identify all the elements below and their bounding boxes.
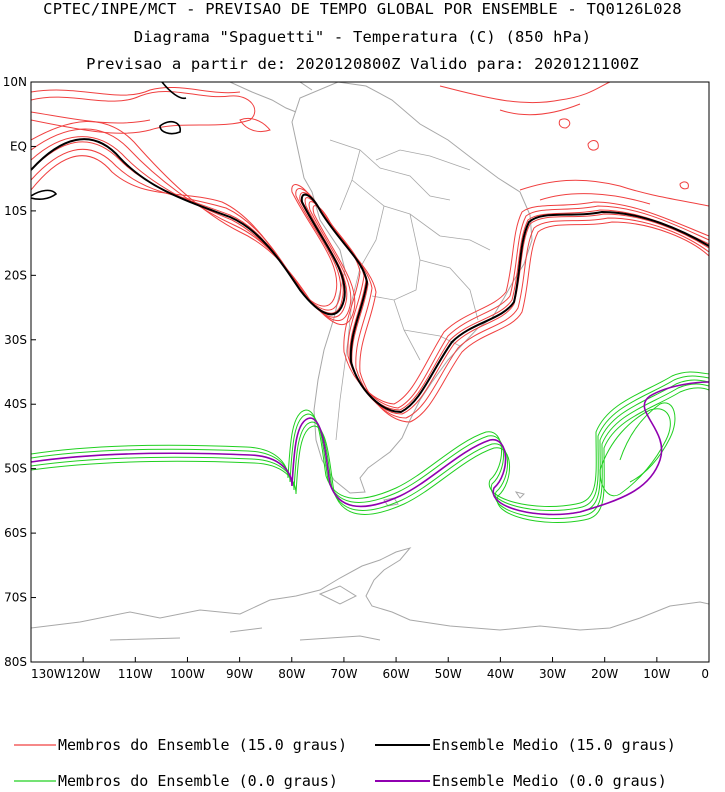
lon-tick-label: 130W bbox=[31, 667, 66, 681]
legend-label-members-0: Membros do Ensemble (0.0 graus) bbox=[58, 772, 338, 790]
lon-tick-label: 40W bbox=[487, 667, 514, 681]
green-member-4 bbox=[31, 371, 709, 507]
lon-tick-label: 70W bbox=[330, 667, 357, 681]
lat-tick-label: EQ bbox=[10, 139, 27, 153]
green-member-6 bbox=[599, 408, 671, 497]
axis-ticks bbox=[30, 81, 710, 663]
lat-tick-label: 10N bbox=[3, 75, 27, 89]
red-member-island-1 bbox=[587, 140, 599, 151]
lon-tick-label: 120W bbox=[66, 667, 101, 681]
red-member-2 bbox=[31, 136, 709, 415]
green-member-5 bbox=[31, 387, 709, 523]
lon-tick-label: 30W bbox=[539, 667, 566, 681]
legend-label-mean-15: Ensemble Medio (15.0 graus) bbox=[432, 736, 676, 754]
red-member-blob-3 bbox=[439, 82, 611, 116]
antarctica-coast bbox=[31, 547, 709, 631]
green-member-7 bbox=[619, 402, 676, 483]
falkland-islands bbox=[383, 497, 399, 507]
lon-tick-label: 90W bbox=[226, 667, 253, 681]
lon-tick-label: 80W bbox=[278, 667, 305, 681]
lat-tick-label: 10S bbox=[4, 204, 27, 218]
lat-axis: 10N EQ 10S 20S 30S 40S 50S 60S 70S 80S bbox=[3, 75, 27, 669]
legend: Membros do Ensemble (15.0 graus) Ensembl… bbox=[14, 736, 676, 790]
mean-15-line bbox=[31, 138, 709, 414]
red-member-4 bbox=[31, 128, 709, 419]
red-member-3 bbox=[31, 148, 709, 409]
green-member-3 bbox=[31, 383, 709, 519]
map-frame bbox=[30, 81, 710, 663]
red-member-5 bbox=[31, 155, 709, 405]
lat-tick-label: 40S bbox=[4, 397, 27, 411]
title-line-1: CPTEC/INPE/MCT - PREVISAO DE TEMPO GLOBA… bbox=[43, 0, 682, 18]
title-line-3: Previsao a partir de: 2020120800Z Valido… bbox=[86, 55, 639, 73]
lon-tick-label: 50W bbox=[435, 667, 462, 681]
lon-tick-label: 100W bbox=[170, 667, 205, 681]
lon-tick-label: 0 bbox=[701, 667, 709, 681]
members-15-layer bbox=[31, 82, 709, 423]
red-member-island-2 bbox=[679, 181, 689, 190]
mean-15-loop-north bbox=[31, 82, 187, 200]
lon-tick-label: 110W bbox=[118, 667, 153, 681]
lat-tick-label: 60S bbox=[4, 526, 27, 540]
lat-tick-label: 30S bbox=[4, 333, 27, 347]
green-member-1 bbox=[31, 379, 709, 515]
south-georgia bbox=[514, 491, 525, 499]
green-member-2 bbox=[31, 375, 709, 511]
red-member-island-4 bbox=[239, 117, 271, 133]
legend-label-mean-0: Ensemble Medio (0.0 graus) bbox=[432, 772, 667, 790]
lon-axis: 130W 120W 110W 100W 90W 80W 70W 60W 50W 40W 30W 20W… bbox=[31, 667, 709, 681]
title-line-2: Diagrama "Spaguetti" - Temperatura (C) (… bbox=[133, 28, 592, 46]
lon-tick-label: 60W bbox=[383, 667, 410, 681]
mean-0-line bbox=[31, 381, 709, 516]
antarctic-islands bbox=[109, 585, 381, 641]
country-borders bbox=[329, 139, 491, 441]
red-member-blob-4 bbox=[519, 179, 709, 207]
red-member-6 bbox=[31, 121, 709, 423]
lat-tick-label: 80S bbox=[4, 655, 27, 669]
coastline-layer bbox=[31, 82, 709, 641]
central-america-coast bbox=[229, 82, 313, 113]
red-member-blob-2 bbox=[31, 87, 241, 124]
red-member-blob-1 bbox=[31, 90, 256, 134]
lat-tick-label: 50S bbox=[4, 462, 27, 476]
lat-tick-label: 70S bbox=[4, 591, 27, 605]
legend-label-members-15: Membros do Ensemble (15.0 graus) bbox=[58, 736, 347, 754]
lat-tick-label: 20S bbox=[4, 268, 27, 282]
lon-tick-label: 10W bbox=[643, 667, 670, 681]
red-member-island-3 bbox=[558, 118, 571, 129]
lon-tick-label: 20W bbox=[591, 667, 618, 681]
south-america-coast bbox=[291, 82, 533, 494]
